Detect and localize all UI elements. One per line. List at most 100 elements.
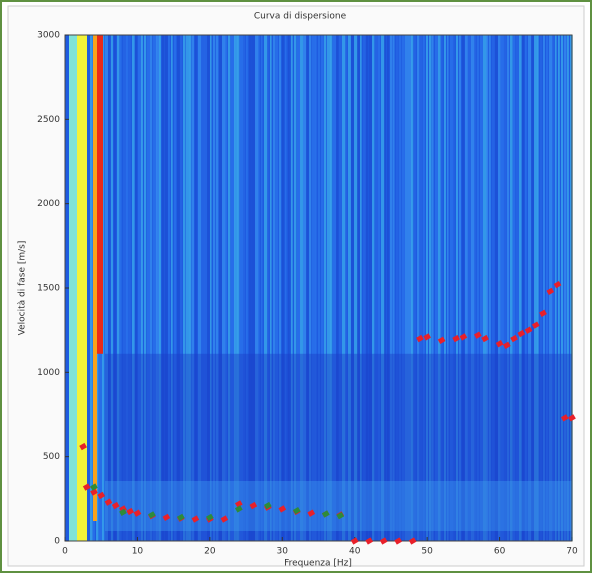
heatmap-stripe — [294, 35, 297, 541]
heatmap-cyan — [69, 35, 77, 541]
heatmap-stripe — [255, 35, 259, 541]
heatmap-stripe — [567, 35, 569, 541]
heatmap-stripe — [165, 35, 168, 541]
heatmap-stripe — [315, 35, 317, 541]
y-axis-label: Velocità di fase [m/s] — [18, 241, 28, 336]
heatmap-stripe — [546, 35, 549, 541]
point — [79, 442, 87, 451]
y-tick-label: 2500 — [37, 115, 60, 125]
heatmap-stripe — [306, 35, 309, 541]
heatmap-stripe — [456, 35, 459, 541]
heatmap-stripe — [123, 35, 127, 541]
x-tick-label: 30 — [277, 547, 289, 557]
heatmap-stripe — [495, 35, 498, 541]
point — [307, 509, 316, 517]
heatmap-stripe — [381, 35, 385, 541]
heatmap-stripe — [207, 35, 210, 541]
point — [510, 334, 518, 343]
heatmap-stripe — [285, 35, 287, 541]
heatmap-stripe — [243, 35, 246, 541]
heatmap-stripe — [300, 35, 303, 541]
heatmap-stripe — [150, 35, 153, 541]
heatmap-stripe — [444, 35, 446, 541]
heatmap-stripe — [465, 35, 468, 541]
heatmap-stripe — [189, 35, 192, 541]
heatmap-stripe — [258, 35, 260, 541]
heatmap-stripe — [126, 35, 129, 541]
point — [133, 509, 142, 517]
heatmap-stripe — [489, 35, 491, 541]
point — [524, 326, 533, 334]
heatmap-stripe — [231, 35, 235, 541]
heatmap-stripe — [348, 35, 351, 541]
heatmap-stripe — [402, 35, 405, 541]
point — [119, 508, 127, 516]
point — [473, 331, 482, 339]
x-tick-label: 10 — [132, 547, 144, 557]
heatmap-band — [105, 353, 572, 541]
heatmap-stripe — [252, 35, 256, 541]
heatmap-stripe — [519, 35, 522, 541]
y-tick-label: 3000 — [37, 31, 60, 41]
heatmap-stripe — [162, 35, 165, 541]
heatmap-stripe — [558, 35, 560, 541]
y-tick-label: 500 — [43, 452, 60, 462]
heatmap-stripe — [132, 35, 135, 541]
heatmap-stripe — [324, 35, 327, 541]
heatmap-stripe — [513, 35, 516, 541]
heatmap-stripe — [552, 35, 555, 541]
heatmap-stripe — [453, 35, 455, 541]
point — [292, 506, 301, 515]
point — [191, 515, 200, 523]
heatmap-stripe — [492, 35, 495, 541]
heatmap-stripe — [507, 35, 510, 541]
heatmap-stripe — [447, 35, 449, 541]
heatmap-stripe — [423, 35, 425, 541]
heatmap-stripe — [357, 35, 361, 541]
point — [539, 309, 547, 317]
heatmap-stripe — [138, 35, 142, 541]
heatmap-red — [97, 35, 103, 354]
heatmap-stripe — [309, 35, 312, 541]
heatmap-stripe — [474, 35, 477, 541]
heatmap-stripe — [432, 35, 434, 541]
point — [90, 488, 98, 496]
heatmap-stripe — [501, 35, 504, 541]
heatmap-stripe — [135, 35, 138, 541]
heatmap-stripe — [372, 35, 375, 541]
heatmap-stripe — [273, 35, 276, 541]
heatmap-stripe — [450, 35, 453, 541]
point — [481, 334, 489, 343]
heatmap-stripe — [333, 35, 337, 541]
heatmap-band — [105, 481, 572, 531]
y-tick-label: 0 — [54, 537, 60, 547]
heatmap-stripe — [366, 35, 369, 541]
heatmap-stripe — [360, 35, 362, 541]
point — [350, 537, 359, 545]
x-tick-label: 0 — [62, 547, 68, 557]
point — [502, 341, 511, 350]
heatmap-stripe — [264, 35, 268, 541]
heatmap-stripe — [318, 35, 321, 541]
heatmap-stripe — [534, 35, 538, 541]
heatmap-stripe — [144, 35, 147, 541]
heatmap-stripe — [147, 35, 151, 541]
heatmap-stripe — [213, 35, 216, 541]
heatmap-stripe — [564, 35, 567, 541]
y-tick-label: 2000 — [37, 199, 60, 209]
heatmap-stripe — [240, 35, 244, 541]
heatmap-stripe — [102, 35, 105, 541]
point — [365, 537, 374, 545]
heatmap-stripe — [303, 35, 307, 541]
heatmap-stripe — [339, 35, 342, 541]
x-tick-label: 60 — [494, 547, 506, 557]
point — [162, 513, 171, 522]
heatmap-stripe — [561, 35, 564, 541]
heatmap-stripe — [336, 35, 339, 541]
point — [177, 513, 185, 522]
heatmap-stripe — [120, 35, 122, 541]
heatmap-stripe — [129, 35, 131, 541]
heatmap-stripe — [141, 35, 143, 541]
heatmap-stripe — [459, 35, 461, 541]
heatmap-stripe — [108, 35, 110, 541]
